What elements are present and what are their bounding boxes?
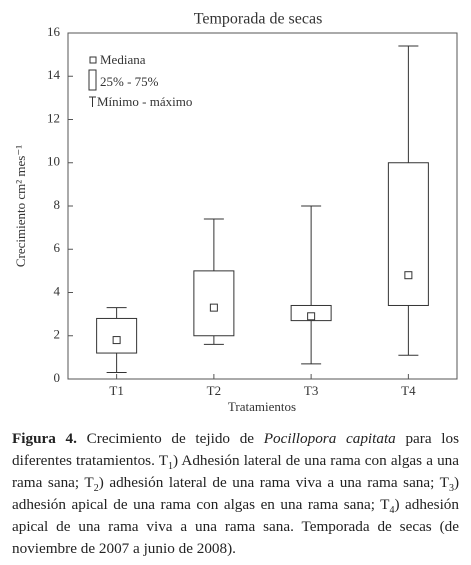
x-tick-label: T2: [207, 383, 221, 398]
median: [209, 303, 218, 312]
caption-species: Pocillopora capitata: [263, 430, 396, 447]
box: [387, 162, 429, 306]
y-axis-label: Crecimiento cm² mes⁻¹: [13, 145, 28, 267]
legend-label: Mínimo - máximo: [97, 94, 192, 109]
caption-label: Figura 4.: [12, 430, 77, 447]
caption-subscript: 2: [93, 483, 99, 495]
x-axis-label: Tratamientos: [228, 399, 296, 414]
caption: Figura 4. Crecimiento de tejido de Pocil…: [12, 428, 459, 560]
caption-subscript: 4: [389, 505, 395, 517]
caption-text: ) adhesión apical de una rama viva a una…: [12, 496, 459, 557]
caption-text: ) adhesión lateral de una rama viva a un…: [98, 474, 449, 491]
y-tick-label: 0: [54, 370, 61, 385]
y-tick-label: 14: [47, 67, 61, 82]
median: [307, 312, 316, 321]
box: [96, 317, 138, 354]
median: [112, 336, 121, 345]
legend-label: Mediana: [100, 52, 146, 67]
x-tick-label: T3: [304, 383, 318, 398]
x-tick-label: T4: [401, 383, 416, 398]
y-tick-label: 12: [47, 110, 60, 125]
legend-label: 25% - 75%: [100, 74, 159, 89]
y-tick-label: 6: [54, 240, 61, 255]
legend-median: [89, 56, 97, 64]
y-tick-label: 8: [54, 197, 61, 212]
y-tick-label: 2: [54, 327, 61, 342]
legend-box: [88, 69, 97, 91]
caption-subscript: 3: [448, 483, 454, 495]
caption-text: para los diferentes tratamientos. T: [12, 430, 460, 469]
caption-subscript: 1: [168, 461, 174, 473]
caption-text: Crecimiento de tejido de: [76, 430, 264, 447]
caption-text: ) Adhesión lateral de una rama con algas…: [12, 452, 459, 491]
y-tick-label: 16: [47, 24, 61, 39]
y-tick-label: 4: [54, 283, 61, 298]
y-tick-label: 10: [47, 154, 60, 169]
median: [404, 271, 413, 280]
box: [193, 270, 235, 337]
x-tick-label: T1: [109, 383, 123, 398]
caption-text: ) adhesión apical de una rama con algas …: [12, 474, 459, 513]
chart: Temporada de secas Tratamientos Crecimie…: [13, 11, 458, 414]
chart-title: Temporada de secas: [194, 11, 323, 28]
